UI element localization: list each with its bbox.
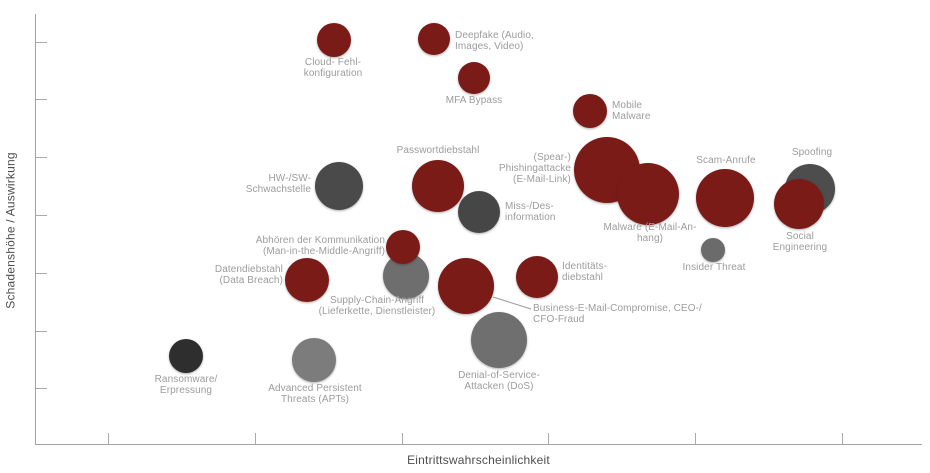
y-axis-tick: [36, 99, 47, 100]
bubble-label-denial-of-service: Denial-of-Service- Attacken (DoS): [458, 370, 540, 392]
x-axis-tick: [842, 433, 843, 444]
bubble-label-spear-phishingattacke: (Spear-) Phishingattacke (E-Mail-Link): [498, 152, 571, 185]
bubble-mfa-bypass: [458, 62, 490, 94]
y-axis-line: [35, 14, 36, 445]
bubble-cloud-fehlkonfiguration: [317, 23, 351, 57]
bubble-label-mobile-malware: Mobile Malware: [612, 100, 651, 122]
bubble-label-spoofing: Spoofing: [791, 147, 833, 158]
bubble-label-identitaetsdiebstahl: Identitäts-diebstahl: [562, 261, 608, 283]
bubble-label-ransomware-erpressung: Ransomware/Erpressung: [154, 374, 218, 396]
bubble-label-malware-email-anhang: Malware (E-Mail-An-hang): [603, 222, 697, 244]
bubble-label-advanced-persistent-threats: Advanced Persistent Threats (APTs): [268, 383, 362, 405]
bubble-mobile-malware: [573, 94, 607, 128]
bubble-passwortdiebstahl: [412, 160, 464, 212]
y-axis-tick: [36, 157, 47, 158]
bubble-label-passwortdiebstahl: Passwortdiebstahl: [396, 145, 480, 156]
bubble-hw-sw-schwachstelle: [315, 162, 363, 210]
bubble-abhoeren-der-kommunikation: [386, 230, 420, 264]
y-axis-tick: [36, 388, 47, 389]
bubble-miss-desinformation: [458, 191, 500, 233]
bubble-ransomware-erpressung: [169, 339, 203, 373]
bubble-insider-threat: [701, 238, 725, 262]
bubble-label-cloud-fehlkonfiguration: Cloud- Fehl-konfiguration: [303, 57, 363, 79]
bubble-scam-anrufe: [696, 169, 754, 227]
x-axis-line: [35, 444, 922, 445]
bubble-label-abhoeren-der-kommunikation: Abhören der Kommunikation (Man-in-the-Mid…: [255, 235, 385, 257]
y-axis-title: Schadenshöhe / Auswirkung: [3, 152, 18, 309]
bubble-label-supply-chain-angriff: Supply-Chain-Angriff (Lieferkette, Dienst…: [318, 295, 436, 317]
bubble-label-hw-sw-schwachstelle: HW-/SW- Schwachstelle: [245, 173, 311, 195]
bubble-advanced-persistent-threats: [292, 338, 336, 382]
bubble-malware-email-anhang: [617, 163, 679, 225]
bubble-datendiebstahl: [285, 258, 329, 302]
bubble-business-email-compromise: [438, 258, 494, 314]
y-axis-tick: [36, 273, 47, 274]
x-axis-tick: [255, 433, 256, 444]
bubble-label-mfa-bypass: MFA Bypass: [445, 95, 503, 106]
y-axis-tick: [36, 331, 47, 332]
bubble-label-social-engineering: Social Engineering: [772, 231, 828, 253]
x-axis-tick: [402, 433, 403, 444]
bubble-deepfake: [418, 23, 450, 55]
x-axis-tick: [548, 433, 549, 444]
y-axis-tick: [36, 215, 47, 216]
bubble-label-business-email-compromise: Business-E-Mail-Compromise, CEO-/CFO-Fra…: [533, 303, 702, 325]
y-axis-tick: [36, 42, 47, 43]
bubble-label-scam-anrufe: Scam-Anrufe: [696, 155, 756, 166]
bubble-label-deepfake: Deepfake (Audio, Images, Video): [455, 30, 534, 52]
x-axis-tick: [108, 433, 109, 444]
bubble-identitaetsdiebstahl: [516, 256, 558, 298]
bubble-denial-of-service: [471, 312, 527, 368]
bubble-label-insider-threat: Insider Threat: [682, 262, 746, 273]
bubble-label-miss-desinformation: Miss-/Des-information: [505, 201, 556, 223]
x-axis-tick: [695, 433, 696, 444]
bubble-label-datendiebstahl: Datendiebstahl (Data Breach): [214, 264, 283, 286]
x-axis-title: Eintrittswahrscheinlichkeit: [407, 453, 550, 467]
bubble-social-engineering: [774, 179, 824, 229]
